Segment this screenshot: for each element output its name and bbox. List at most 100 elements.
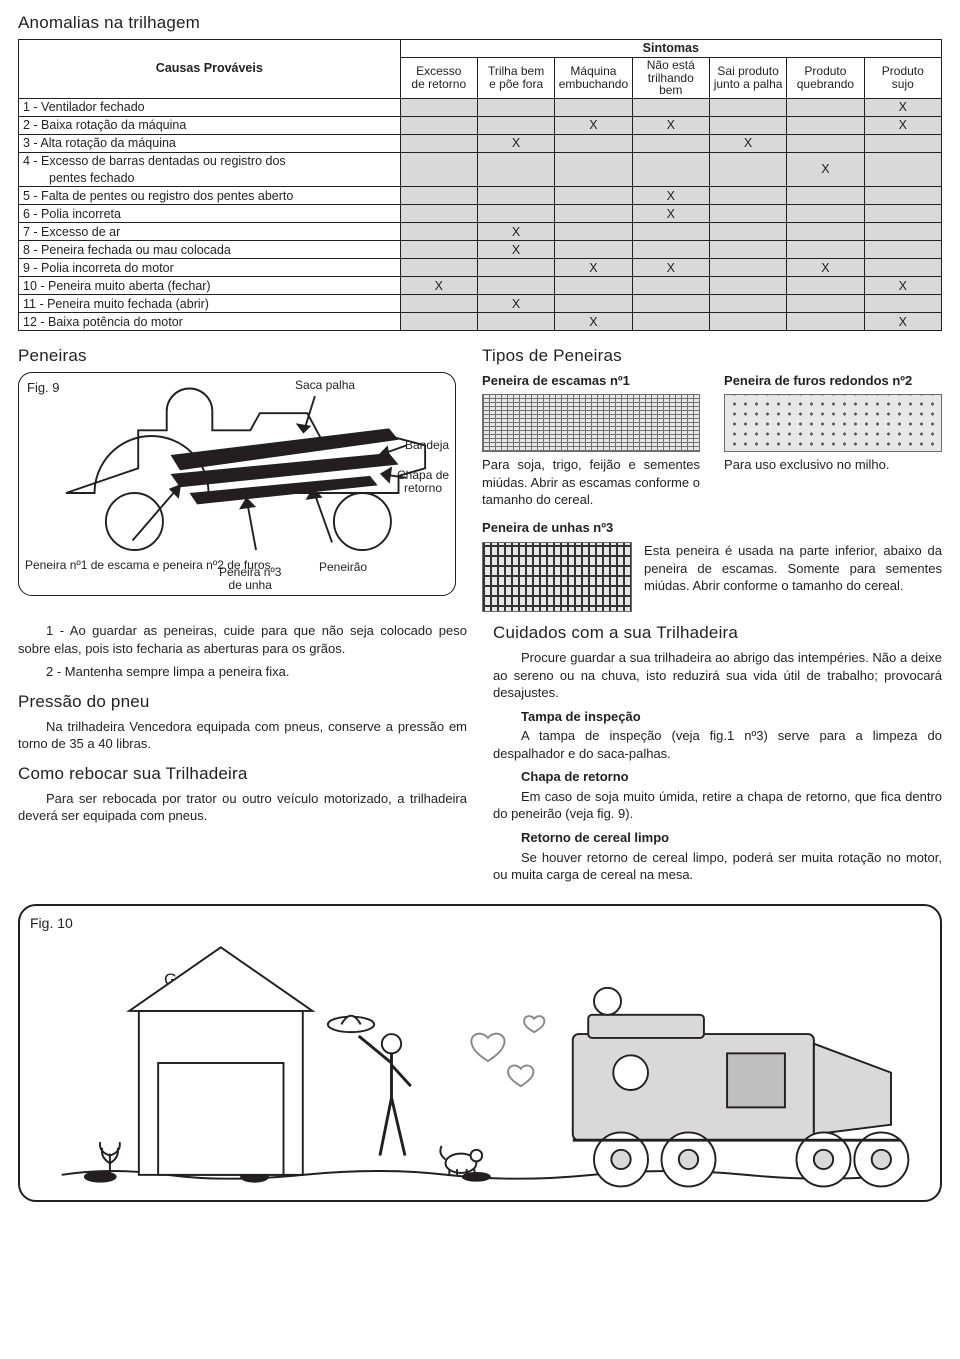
sym-cell xyxy=(864,295,941,313)
section-title-rebocar: Como rebocar sua Trilhadeira xyxy=(18,763,467,786)
table-row: 3 - Alta rotação da máquinaXX xyxy=(19,134,942,152)
cause-cell: 7 - Excesso de ar xyxy=(19,223,401,241)
sym-cell xyxy=(709,295,786,313)
unhas-text: Esta peneira é usada na parte inferior, … xyxy=(644,542,942,595)
sym-cell: X xyxy=(864,313,941,331)
sym-cell xyxy=(400,98,477,116)
sym-cell: X xyxy=(400,277,477,295)
section-title-peneiras: Peneiras xyxy=(18,345,456,368)
sym-cell: X xyxy=(864,98,941,116)
sym-cell xyxy=(787,313,864,331)
sym-cell: X xyxy=(632,116,709,134)
th-sintomas: Sintomas xyxy=(400,39,941,57)
sym-cell xyxy=(477,152,554,187)
sieve-unhas-thumb xyxy=(482,542,632,612)
sym-cell: X xyxy=(555,116,632,134)
cause-cell: 10 - Peneira muito aberta (fechar) xyxy=(19,277,401,295)
sym-cell xyxy=(787,241,864,259)
cause-cell: 6 - Polia incorreta xyxy=(19,205,401,223)
section-title-pressao: Pressão do pneu xyxy=(18,691,467,714)
table-row: 1 - Ventilador fechado X xyxy=(19,98,942,116)
sieve-furos-thumb xyxy=(724,394,942,452)
sym-cell xyxy=(477,116,554,134)
table-row: 5 - Falta de pentes ou registro dos pent… xyxy=(19,187,942,205)
furos-text: Para uso exclusivo no milho. xyxy=(724,456,942,474)
sym-cell xyxy=(864,223,941,241)
callout-peneirao: Peneirão xyxy=(319,561,367,574)
retorno-text: Se houver retorno de cereal limpo, poder… xyxy=(493,849,942,884)
sym-cell xyxy=(632,223,709,241)
sym-cell xyxy=(787,277,864,295)
pen-note1: 1 - Ao guardar as peneiras, cuide para q… xyxy=(18,622,467,657)
sym-cell xyxy=(632,295,709,313)
sym-cell: X xyxy=(477,241,554,259)
tampa-h: Tampa de inspeção xyxy=(493,708,942,726)
table-row: 8 - Peneira fechada ou mau colocadaX xyxy=(19,241,942,259)
sym-cell xyxy=(400,295,477,313)
table-row: 11 - Peneira muito fechada (abrir) X xyxy=(19,295,942,313)
sym-cell xyxy=(709,259,786,277)
th-sym-5: Produtoquebrando xyxy=(787,57,864,98)
sym-cell: X xyxy=(477,295,554,313)
th-sym-2: Máquinaembuchando xyxy=(555,57,632,98)
sym-cell xyxy=(477,277,554,295)
sym-cell: X xyxy=(632,187,709,205)
callout-chapa: Chapa de retorno xyxy=(397,469,449,494)
sym-cell xyxy=(709,223,786,241)
sym-cell xyxy=(864,152,941,187)
sym-cell: X xyxy=(787,259,864,277)
cause-cell: 11 - Peneira muito fechada (abrir) xyxy=(19,295,401,313)
fig9-box: Fig. 9 xyxy=(18,372,456,596)
sym-cell: X xyxy=(555,313,632,331)
sym-cell xyxy=(787,134,864,152)
chapa-text: Em caso de soja muito úmida, retire a ch… xyxy=(493,788,942,823)
th-sym-3: Não estátrilhando bem xyxy=(632,57,709,98)
fig9-svg xyxy=(19,379,455,569)
cause-cell: 9 - Polia incorreta do motor xyxy=(19,259,401,277)
sym-cell xyxy=(555,295,632,313)
table-row: 4 - Excesso de barras dentadas ou regist… xyxy=(19,152,942,187)
sym-cell xyxy=(400,187,477,205)
sym-cell xyxy=(864,241,941,259)
sym-cell xyxy=(477,313,554,331)
escamas-title: Peneira de escamas nº1 xyxy=(482,372,700,390)
th-sym-6: Produtosujo xyxy=(864,57,941,98)
sym-cell xyxy=(709,98,786,116)
sym-cell: X xyxy=(864,277,941,295)
sym-cell: X xyxy=(477,223,554,241)
fig10-svg xyxy=(26,928,942,1198)
cause-cell: 5 - Falta de pentes ou registro dos pent… xyxy=(19,187,401,205)
sym-cell xyxy=(400,205,477,223)
sym-cell xyxy=(864,134,941,152)
cause-cell: 4 - Excesso de barras dentadas ou regist… xyxy=(19,152,401,187)
unhas-title: Peneira de unhas nº3 xyxy=(482,519,942,537)
escamas-text: Para soja, trigo, feijão e sementes miúd… xyxy=(482,456,700,509)
cause-cell: 2 - Baixa rotação da máquina xyxy=(19,116,401,134)
sym-cell xyxy=(709,313,786,331)
cause-cell: 1 - Ventilador fechado xyxy=(19,98,401,116)
furos-title: Peneira de furos redondos nº2 xyxy=(724,372,942,390)
sym-cell xyxy=(400,116,477,134)
cause-cell: 3 - Alta rotação da máquina xyxy=(19,134,401,152)
sym-cell xyxy=(555,277,632,295)
anomalias-table: Causas Prováveis Sintomas Excessode reto… xyxy=(18,39,942,332)
sym-cell xyxy=(400,313,477,331)
sym-cell xyxy=(787,223,864,241)
chapa-h: Chapa de retorno xyxy=(493,768,942,786)
sieve-escamas-thumb xyxy=(482,394,700,452)
callout-pen3: Peneira nº3 de unha xyxy=(219,566,281,591)
th-causas: Causas Prováveis xyxy=(19,39,401,98)
sym-cell xyxy=(709,152,786,187)
table-row: 10 - Peneira muito aberta (fechar)XX xyxy=(19,277,942,295)
section-title-anomalias: Anomalias na trilhagem xyxy=(18,12,942,35)
rebocar-text: Para ser rebocada por trator ou outro ve… xyxy=(18,790,467,825)
table-row: 12 - Baixa potência do motorXX xyxy=(19,313,942,331)
sym-cell xyxy=(632,152,709,187)
sym-cell xyxy=(400,134,477,152)
sym-cell xyxy=(787,205,864,223)
sym-cell xyxy=(632,98,709,116)
sym-cell xyxy=(400,152,477,187)
sym-cell xyxy=(632,241,709,259)
callout-bandeja: Bandeja xyxy=(405,439,449,452)
sym-cell xyxy=(864,259,941,277)
